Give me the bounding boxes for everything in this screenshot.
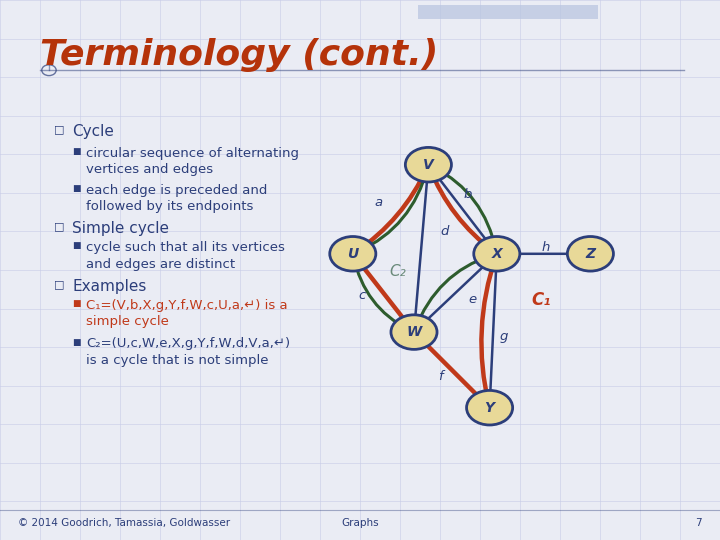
Text: c: c [359, 289, 366, 302]
Text: X: X [492, 247, 502, 261]
Circle shape [474, 237, 520, 271]
Circle shape [567, 237, 613, 271]
Circle shape [467, 390, 513, 425]
Text: C₂=(U,c,W,e,X,g,Y,f,W,d,V,a,↵)
is a cycle that is not simple: C₂=(U,c,W,e,X,g,Y,f,W,d,V,a,↵) is a cycl… [86, 338, 291, 367]
Text: W: W [406, 325, 422, 339]
Text: C₁: C₁ [531, 291, 552, 309]
Text: U: U [347, 247, 359, 261]
Text: a: a [374, 196, 383, 209]
Text: ■: ■ [72, 338, 81, 347]
Text: h: h [541, 241, 550, 254]
Text: V: V [423, 158, 433, 172]
Text: 7: 7 [696, 518, 702, 529]
Text: Y: Y [485, 401, 495, 415]
Text: each edge is preceded and
followed by its endpoints: each edge is preceded and followed by it… [86, 184, 268, 213]
Text: Examples: Examples [72, 279, 146, 294]
Text: □: □ [54, 124, 65, 134]
Text: Simple cycle: Simple cycle [72, 221, 169, 237]
Text: C₁=(V,b,X,g,Y,f,W,c,U,a,↵) is a
simple cycle: C₁=(V,b,X,g,Y,f,W,c,U,a,↵) is a simple c… [86, 299, 288, 328]
Text: cycle such that all its vertices
and edges are distinct: cycle such that all its vertices and edg… [86, 241, 285, 271]
Text: ■: ■ [72, 241, 81, 251]
Bar [418, 5, 598, 19]
Text: g: g [500, 330, 508, 343]
Text: □: □ [54, 221, 65, 232]
Text: Z: Z [585, 247, 595, 261]
Circle shape [405, 147, 451, 182]
Text: circular sequence of alternating
vertices and edges: circular sequence of alternating vertice… [86, 147, 300, 177]
Text: © 2014 Goodrich, Tamassia, Goldwasser: © 2014 Goodrich, Tamassia, Goldwasser [18, 518, 230, 529]
Text: d: d [440, 225, 449, 238]
Text: □: □ [54, 279, 65, 289]
Text: C₂: C₂ [390, 264, 407, 279]
Text: e: e [468, 293, 477, 306]
Text: Cycle: Cycle [72, 124, 114, 139]
Text: ■: ■ [72, 299, 81, 308]
Text: f: f [438, 370, 443, 383]
Circle shape [391, 315, 437, 349]
Text: b: b [464, 188, 472, 201]
Text: ■: ■ [72, 184, 81, 193]
Text: ■: ■ [72, 147, 81, 156]
Text: Graphs: Graphs [341, 518, 379, 529]
Circle shape [330, 237, 376, 271]
Text: Terminology (cont.): Terminology (cont.) [40, 38, 438, 72]
